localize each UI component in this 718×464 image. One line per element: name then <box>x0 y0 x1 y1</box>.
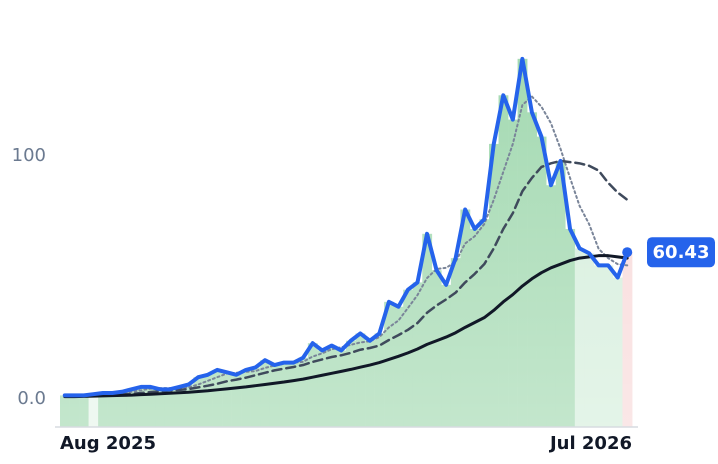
x-tick-label: Aug 2025 <box>60 433 156 454</box>
series-line <box>63 254 629 399</box>
y-tick-label: 100 <box>12 145 46 166</box>
bar-fade <box>60 39 632 428</box>
series-line <box>62 56 630 398</box>
y-tick-label: 0.0 <box>17 388 46 409</box>
last-value-label: 60.43 <box>653 242 710 263</box>
last-value-badge <box>647 237 715 268</box>
last-point <box>622 247 633 258</box>
x-tick-label: Jul 2026 <box>548 433 632 454</box>
series-line <box>63 159 629 397</box>
